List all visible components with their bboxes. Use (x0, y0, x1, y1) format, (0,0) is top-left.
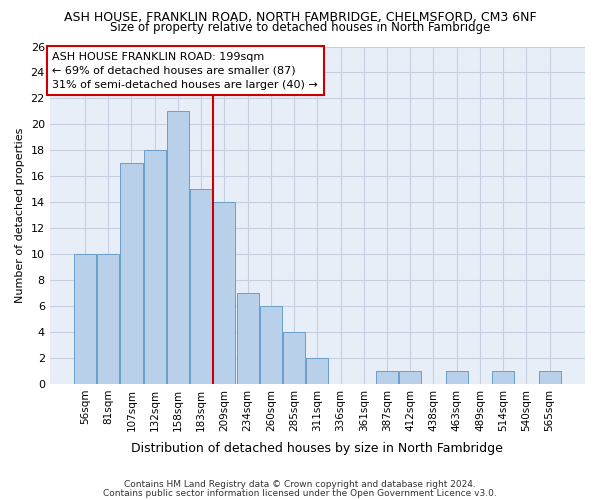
Bar (306, 358, 328, 384)
Bar (236, 293, 259, 384)
Bar (121, 164, 143, 384)
Text: Contains HM Land Registry data © Crown copyright and database right 2024.: Contains HM Land Registry data © Crown c… (124, 480, 476, 489)
Text: ASH HOUSE FRANKLIN ROAD: 199sqm
← 69% of detached houses are smaller (87)
31% of: ASH HOUSE FRANKLIN ROAD: 199sqm ← 69% of… (52, 52, 318, 90)
Bar (74, 254, 96, 384)
Bar (446, 371, 468, 384)
Bar (167, 112, 189, 384)
Bar (399, 371, 421, 384)
Bar (283, 332, 305, 384)
Bar (143, 150, 166, 384)
Text: ASH HOUSE, FRANKLIN ROAD, NORTH FAMBRIDGE, CHELMSFORD, CM3 6NF: ASH HOUSE, FRANKLIN ROAD, NORTH FAMBRIDG… (64, 11, 536, 24)
Bar (190, 189, 212, 384)
X-axis label: Distribution of detached houses by size in North Fambridge: Distribution of detached houses by size … (131, 442, 503, 455)
Bar (539, 371, 560, 384)
Bar (492, 371, 514, 384)
Text: Size of property relative to detached houses in North Fambridge: Size of property relative to detached ho… (110, 21, 490, 34)
Bar (97, 254, 119, 384)
Bar (376, 371, 398, 384)
Bar (260, 306, 282, 384)
Bar (214, 202, 235, 384)
Y-axis label: Number of detached properties: Number of detached properties (15, 128, 25, 303)
Text: Contains public sector information licensed under the Open Government Licence v3: Contains public sector information licen… (103, 488, 497, 498)
